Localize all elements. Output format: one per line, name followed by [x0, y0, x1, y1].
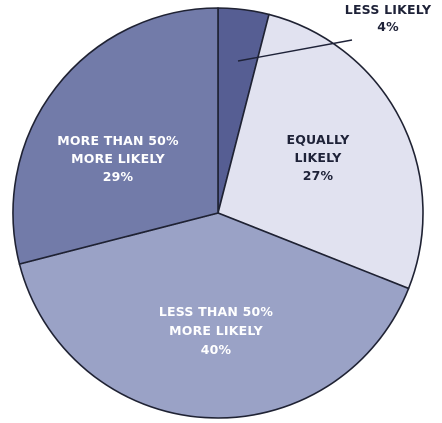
slice-label-2: EQUALLY LIKELY 27%: [286, 132, 350, 183]
slice-label-line-4-2: MORE LIKELY: [71, 151, 165, 166]
pie-slice-4: [12, 7, 219, 265]
slice-value-2: 27%: [303, 168, 334, 183]
slice-label-line-4-1: MORE THAN 50%: [57, 133, 179, 148]
pie-slice-3: [18, 212, 410, 419]
slice-value-3: 40%: [201, 342, 232, 357]
slice-value-1: 4%: [377, 19, 399, 34]
slice-label-line-1-1: LESS LIKELY: [345, 2, 432, 17]
slice-label-1: LESS LIKELY 4%: [345, 2, 432, 34]
pie-slice-2: [217, 13, 424, 290]
slice-label-4: MORE THAN 50% MORE LIKELY 29%: [57, 133, 179, 184]
slice-value-4: 29%: [103, 169, 134, 184]
slice-label-line-3-1: LESS THAN 50%: [159, 304, 274, 319]
slice-label-3: LESS THAN 50% MORE LIKELY 40%: [159, 304, 274, 357]
slice-label-line-3-2: MORE LIKELY: [169, 323, 263, 338]
leader-line-less-likely: [237, 39, 353, 62]
slice-label-line-2-2: LIKELY: [294, 150, 342, 165]
slice-label-line-2-1: EQUALLY: [286, 132, 350, 147]
